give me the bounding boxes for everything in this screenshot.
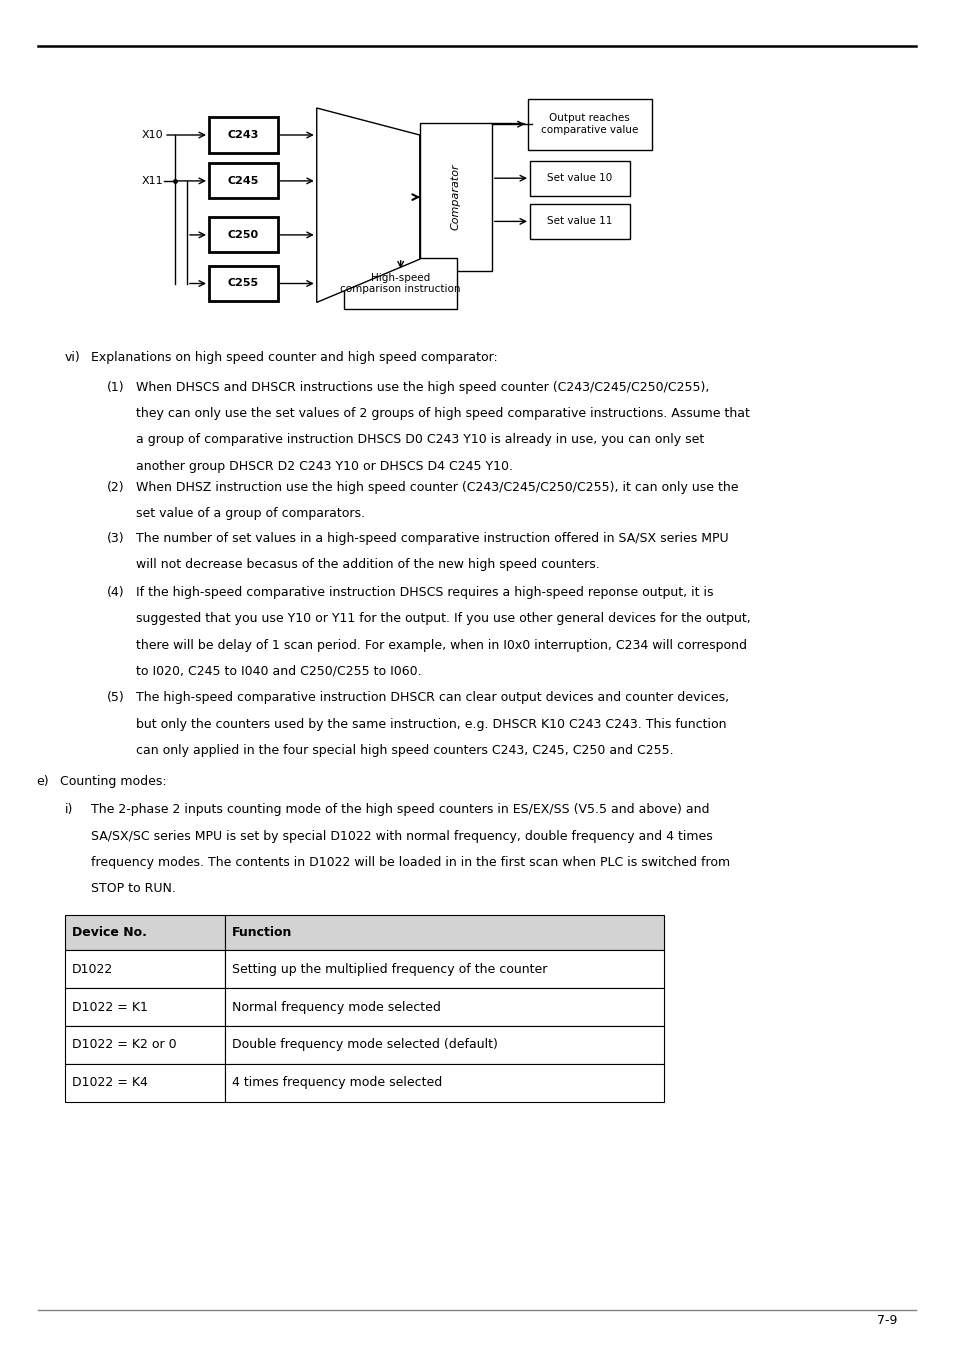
FancyBboxPatch shape — [225, 915, 663, 950]
Text: (1): (1) — [107, 381, 124, 394]
Text: (3): (3) — [107, 532, 124, 545]
Text: Output reaches
comparative value: Output reaches comparative value — [540, 113, 638, 135]
Text: C255: C255 — [228, 278, 258, 289]
Text: (2): (2) — [107, 481, 124, 494]
Text: i): i) — [65, 803, 73, 817]
Text: there will be delay of 1 scan period. For example, when in I0x0 interruption, C2: there will be delay of 1 scan period. Fo… — [136, 639, 746, 652]
FancyBboxPatch shape — [225, 1026, 663, 1064]
Text: Explanations on high speed counter and high speed comparator:: Explanations on high speed counter and h… — [91, 351, 497, 364]
Text: The high-speed comparative instruction DHSCR can clear output devices and counte: The high-speed comparative instruction D… — [136, 691, 729, 705]
FancyBboxPatch shape — [65, 988, 225, 1026]
Text: The number of set values in a high-speed comparative instruction offered in SA/S: The number of set values in a high-speed… — [136, 532, 728, 545]
Text: High-speed
comparison instruction: High-speed comparison instruction — [340, 273, 460, 294]
Text: frequency modes. The contents in D1022 will be loaded in in the first scan when : frequency modes. The contents in D1022 w… — [91, 856, 729, 869]
FancyBboxPatch shape — [65, 1064, 225, 1102]
FancyBboxPatch shape — [529, 161, 629, 196]
Text: (4): (4) — [107, 586, 124, 599]
FancyBboxPatch shape — [225, 950, 663, 988]
Text: Comparator: Comparator — [451, 163, 460, 231]
Text: D1022 = K2 or 0: D1022 = K2 or 0 — [71, 1038, 176, 1052]
Text: C250: C250 — [228, 230, 258, 240]
Text: If the high-speed comparative instruction DHSCS requires a high-speed reponse ou: If the high-speed comparative instructio… — [136, 586, 713, 599]
FancyBboxPatch shape — [209, 266, 277, 301]
Text: C243: C243 — [228, 130, 258, 140]
Text: Counting modes:: Counting modes: — [60, 775, 167, 788]
Text: Double frequency mode selected (default): Double frequency mode selected (default) — [232, 1038, 497, 1052]
FancyBboxPatch shape — [225, 1064, 663, 1102]
Text: they can only use the set values of 2 groups of high speed comparative instructi: they can only use the set values of 2 gr… — [136, 408, 749, 420]
Text: When DHSZ instruction use the high speed counter (C243/C245/C250/C255), it can o: When DHSZ instruction use the high speed… — [136, 481, 739, 494]
Text: (5): (5) — [107, 691, 125, 705]
Text: D1022 = K1: D1022 = K1 — [71, 1000, 148, 1014]
Text: 7-9: 7-9 — [876, 1314, 897, 1327]
FancyBboxPatch shape — [344, 258, 456, 309]
Text: X11: X11 — [141, 176, 163, 186]
Text: Set value 10: Set value 10 — [547, 173, 612, 184]
Text: Device No.: Device No. — [71, 926, 146, 940]
Text: vi): vi) — [65, 351, 81, 364]
Text: STOP to RUN.: STOP to RUN. — [91, 883, 175, 895]
Text: suggested that you use Y10 or Y11 for the output. If you use other general devic: suggested that you use Y10 or Y11 for th… — [136, 613, 750, 625]
Text: to I020, C245 to I040 and C250/C255 to I060.: to I020, C245 to I040 and C250/C255 to I… — [136, 666, 421, 678]
FancyBboxPatch shape — [209, 117, 277, 153]
Text: set value of a group of comparators.: set value of a group of comparators. — [136, 506, 365, 520]
Text: Normal frequency mode selected: Normal frequency mode selected — [232, 1000, 440, 1014]
FancyBboxPatch shape — [527, 99, 651, 150]
Text: can only applied in the four special high speed counters C243, C245, C250 and C2: can only applied in the four special hig… — [136, 744, 674, 757]
FancyBboxPatch shape — [209, 163, 277, 198]
Text: a group of comparative instruction DHSCS D0 C243 Y10 is already in use, you can : a group of comparative instruction DHSCS… — [136, 433, 704, 447]
FancyBboxPatch shape — [65, 950, 225, 988]
Text: Set value 11: Set value 11 — [547, 216, 612, 227]
Text: Function: Function — [232, 926, 292, 940]
Text: X10: X10 — [141, 130, 163, 140]
FancyBboxPatch shape — [225, 988, 663, 1026]
Text: D1022: D1022 — [71, 963, 112, 976]
FancyBboxPatch shape — [419, 123, 492, 271]
Text: e): e) — [36, 775, 49, 788]
Text: 4 times frequency mode selected: 4 times frequency mode selected — [232, 1076, 441, 1089]
Text: The 2-phase 2 inputs counting mode of the high speed counters in ES/EX/SS (V5.5 : The 2-phase 2 inputs counting mode of th… — [91, 803, 708, 817]
Text: but only the counters used by the same instruction, e.g. DHSCR K10 C243 C243. Th: but only the counters used by the same i… — [136, 718, 726, 730]
FancyBboxPatch shape — [65, 915, 225, 950]
Text: C245: C245 — [228, 176, 258, 186]
Text: Setting up the multiplied frequency of the counter: Setting up the multiplied frequency of t… — [232, 963, 547, 976]
Text: When DHSCS and DHSCR instructions use the high speed counter (C243/C245/C250/C25: When DHSCS and DHSCR instructions use th… — [136, 381, 709, 394]
FancyBboxPatch shape — [529, 204, 629, 239]
FancyBboxPatch shape — [209, 217, 277, 252]
Text: another group DHSCR D2 C243 Y10 or DHSCS D4 C245 Y10.: another group DHSCR D2 C243 Y10 or DHSCS… — [136, 460, 513, 472]
Text: D1022 = K4: D1022 = K4 — [71, 1076, 148, 1089]
Polygon shape — [316, 108, 419, 302]
FancyBboxPatch shape — [65, 1026, 225, 1064]
Text: will not decrease becasus of the addition of the new high speed counters.: will not decrease becasus of the additio… — [136, 559, 599, 571]
Text: SA/SX/SC series MPU is set by special D1022 with normal frequency, double freque: SA/SX/SC series MPU is set by special D1… — [91, 829, 712, 842]
